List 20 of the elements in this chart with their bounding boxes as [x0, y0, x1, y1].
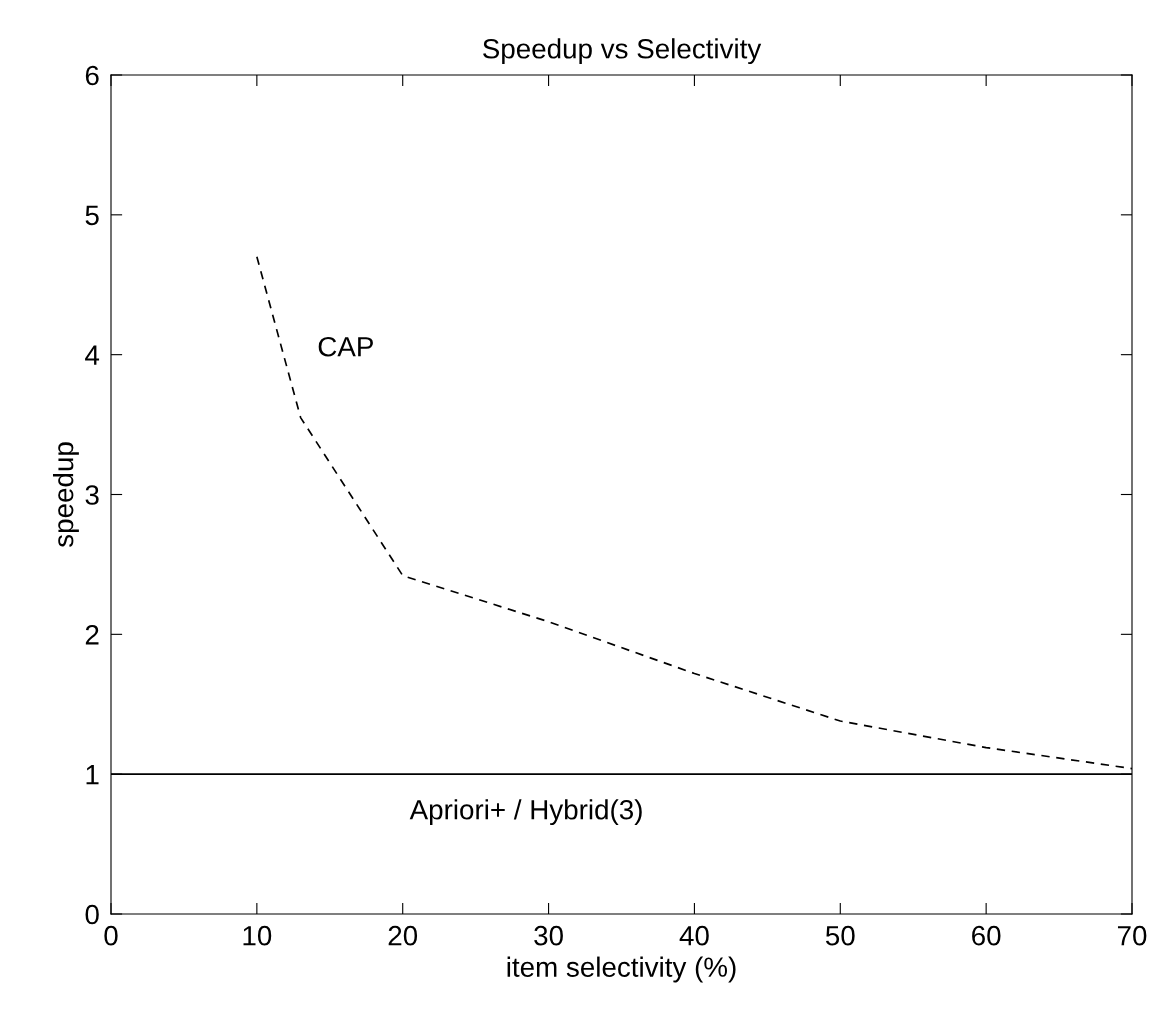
y-tick-label: 4 — [85, 345, 100, 365]
x-tick-label: 0 — [104, 925, 118, 946]
x-tick-label: 70 — [1117, 925, 1147, 946]
x-tick-label: 30 — [534, 925, 563, 946]
x-tick-label: 60 — [972, 925, 1001, 946]
y-tick-label: 2 — [85, 625, 99, 645]
series-label: CAP — [318, 336, 373, 357]
y-tick-label: 3 — [85, 485, 99, 505]
y-tick-label: 1 — [86, 765, 99, 785]
x-axis-title: item selectivity (%) — [507, 956, 736, 983]
y-tick-label: 0 — [85, 904, 99, 925]
chart-title: Speedup vs Selectivity — [483, 38, 762, 65]
y-tick-label: 5 — [85, 205, 99, 226]
x-tick-label: 10 — [243, 925, 272, 946]
x-tick-label: 20 — [388, 925, 418, 946]
y-axis-title: speedup — [52, 442, 79, 548]
x-tick-label: 50 — [825, 925, 855, 946]
y-tick-label: 6 — [85, 65, 99, 86]
x-tick-label: 40 — [679, 925, 709, 946]
series-label: Apriori+ / Hybrid(3) — [409, 799, 642, 826]
